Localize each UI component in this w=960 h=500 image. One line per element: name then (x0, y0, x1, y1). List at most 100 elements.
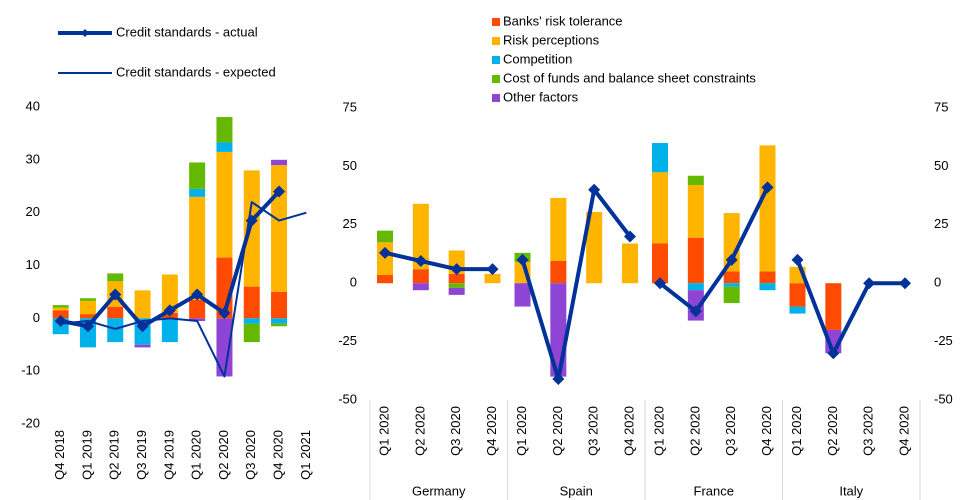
x-tick-label: Q1 2020 (651, 406, 666, 456)
bar-segment (52, 305, 69, 308)
bar-segment (652, 243, 668, 284)
bar-segment (412, 283, 429, 291)
bar-segment (550, 261, 567, 284)
bar-segment (216, 117, 233, 143)
x-tick-label: Q4 2020 (621, 406, 636, 456)
bar-segment (687, 283, 704, 291)
bar-segment (271, 165, 288, 292)
line-marker (689, 305, 702, 318)
legend-marker (81, 29, 89, 37)
y-tick-label: 50 (343, 158, 357, 173)
line-marker (761, 181, 774, 194)
y2-tick-label: 0 (934, 275, 941, 290)
x-tick-label: Q2 2020 (687, 406, 702, 456)
y-tick-label: 40 (26, 98, 40, 113)
x-tick-label: Q4 2020 (270, 430, 285, 480)
legend-label: Cost of funds and balance sheet constrai… (503, 70, 756, 85)
x-tick-label: Q3 2020 (243, 430, 258, 480)
line-marker (624, 230, 636, 243)
bar-segment (243, 286, 260, 319)
line-marker (863, 277, 876, 290)
x-tick-label: Q1 2020 (189, 430, 204, 480)
x-tick-label: Q2 2020 (550, 406, 565, 456)
bar-segment (216, 142, 233, 152)
line-marker (827, 347, 840, 360)
group-label: Italy (839, 483, 863, 498)
line-marker (218, 307, 231, 320)
x-tick-label: Q3 2019 (134, 430, 149, 480)
bar-segment (216, 151, 233, 258)
bar-segment (448, 283, 465, 288)
bar-segment (134, 344, 151, 348)
bar-segment (723, 283, 740, 287)
y-tick-label: 30 (26, 151, 40, 166)
line-series (384, 250, 493, 272)
y-tick-label: -25 (338, 333, 357, 348)
line-series (60, 201, 307, 378)
y2-tick-label: -25 (934, 333, 953, 348)
y-tick-label: 25 (343, 216, 357, 231)
bar-segment (759, 145, 776, 272)
line-marker (899, 277, 911, 290)
bar-segment (189, 299, 206, 319)
bar-segment (586, 211, 603, 284)
line-marker (450, 263, 463, 276)
y-tick-label: -10 (21, 363, 40, 378)
bar-segment (789, 283, 806, 307)
y-tick-label: 0 (350, 275, 357, 290)
bar-segment (161, 318, 178, 343)
line-marker (136, 320, 149, 333)
line-series (520, 187, 632, 381)
bar-segment (189, 188, 206, 197)
bar-segment (52, 307, 69, 311)
x-tick-label: Q1 2020 (514, 406, 529, 456)
group-label: Spain (560, 483, 593, 498)
x-tick-label: Q1 2019 (79, 430, 94, 480)
bar-segment (243, 323, 260, 343)
bar-segment (448, 287, 465, 295)
bar-segment (107, 306, 124, 319)
line-marker (414, 255, 427, 268)
bar-segment (243, 318, 260, 324)
bar-segment (825, 283, 842, 330)
bar-segment (759, 283, 776, 291)
legend-swatch (492, 56, 500, 64)
y-tick-label: -20 (21, 415, 40, 430)
bar-segment (243, 170, 260, 287)
line-marker (725, 253, 738, 266)
bar-segment (789, 306, 806, 314)
legend-label: Competition (503, 51, 572, 66)
bar-segment (652, 143, 668, 173)
group-label: Germany (412, 483, 466, 498)
line-marker (163, 304, 176, 317)
x-tick-label: Q4 2018 (52, 430, 67, 480)
legend-label: Credit standards - expected (116, 64, 276, 79)
line-marker (516, 253, 529, 266)
bar-segment (759, 271, 776, 284)
bar-segment (412, 203, 429, 270)
x-tick-label: Q1 2021 (298, 430, 313, 480)
x-tick-label: Q3 2020 (586, 406, 601, 456)
bar-segment (687, 175, 704, 186)
line-series (658, 186, 770, 314)
bar-segment (189, 318, 206, 321)
x-tick-label: Q3 2020 (448, 406, 463, 456)
bar-segment (514, 283, 531, 307)
bar-segment (687, 185, 704, 238)
bar-segment (448, 273, 465, 284)
bar-segment (271, 291, 288, 319)
x-tick-label: Q1 2020 (376, 406, 391, 456)
line-marker (552, 372, 565, 385)
legend-label: Banks' risk tolerance (503, 13, 623, 28)
bar-segment (161, 274, 178, 314)
y-tick-label: -50 (338, 391, 357, 406)
line-marker (191, 288, 204, 301)
bar-segment (107, 273, 124, 282)
line-series (795, 259, 905, 356)
legend-swatch (492, 75, 500, 83)
y-tick-label: 75 (343, 99, 357, 114)
y2-tick-label: 25 (934, 216, 948, 231)
line-marker (654, 277, 666, 290)
y-tick-label: 10 (26, 257, 40, 272)
